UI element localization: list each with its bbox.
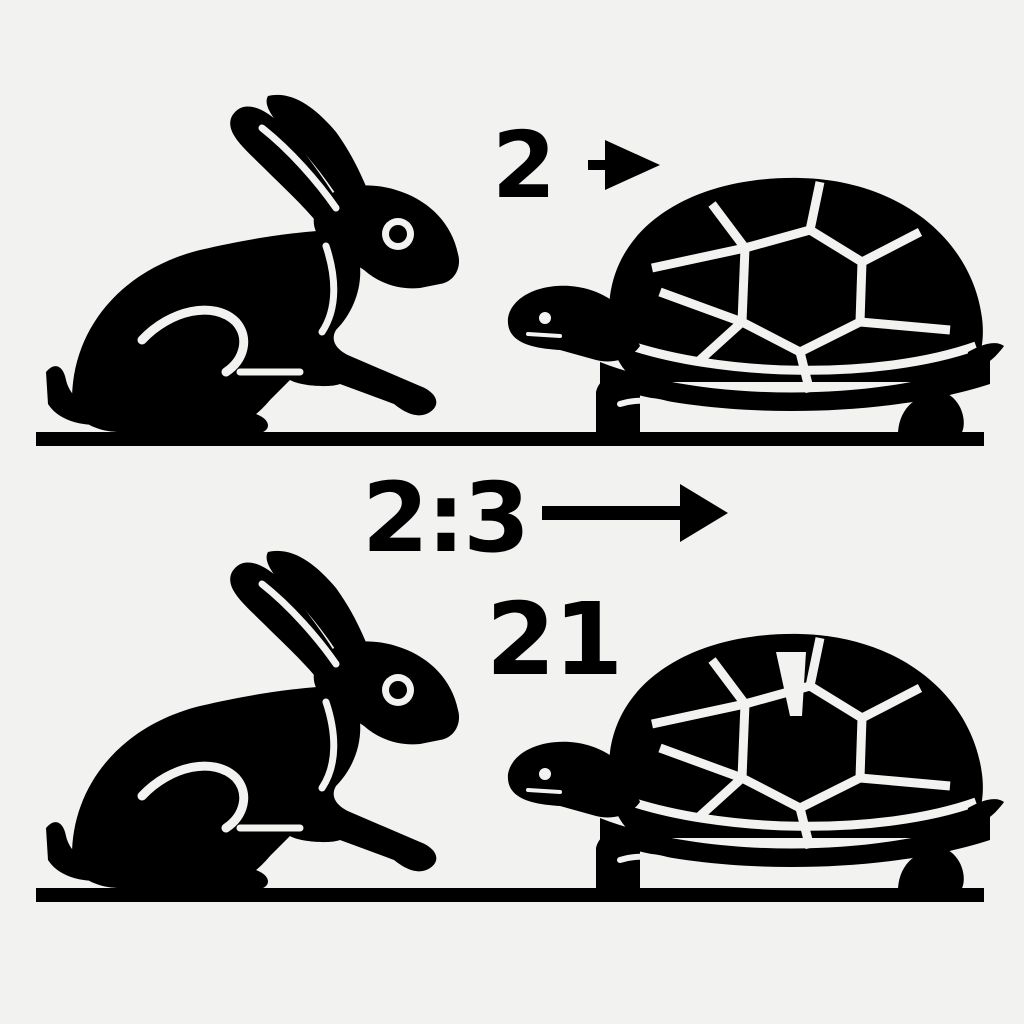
arrow-right-icon (588, 140, 660, 190)
number-label-bottom: 21 (486, 581, 623, 698)
shell-v-mark (776, 652, 806, 716)
bottom-scene (36, 551, 1004, 902)
arrow-right-icon (542, 484, 728, 542)
tortoise-silhouette-icon (508, 178, 1004, 432)
hare-silhouette-icon (46, 95, 459, 434)
top-scene (36, 95, 1004, 446)
ground-line (36, 888, 984, 902)
ratio-label: 2:3 (362, 462, 530, 574)
ground-line (36, 432, 984, 446)
number-label-top: 2 (492, 112, 556, 219)
hare-silhouette-icon (46, 551, 459, 890)
